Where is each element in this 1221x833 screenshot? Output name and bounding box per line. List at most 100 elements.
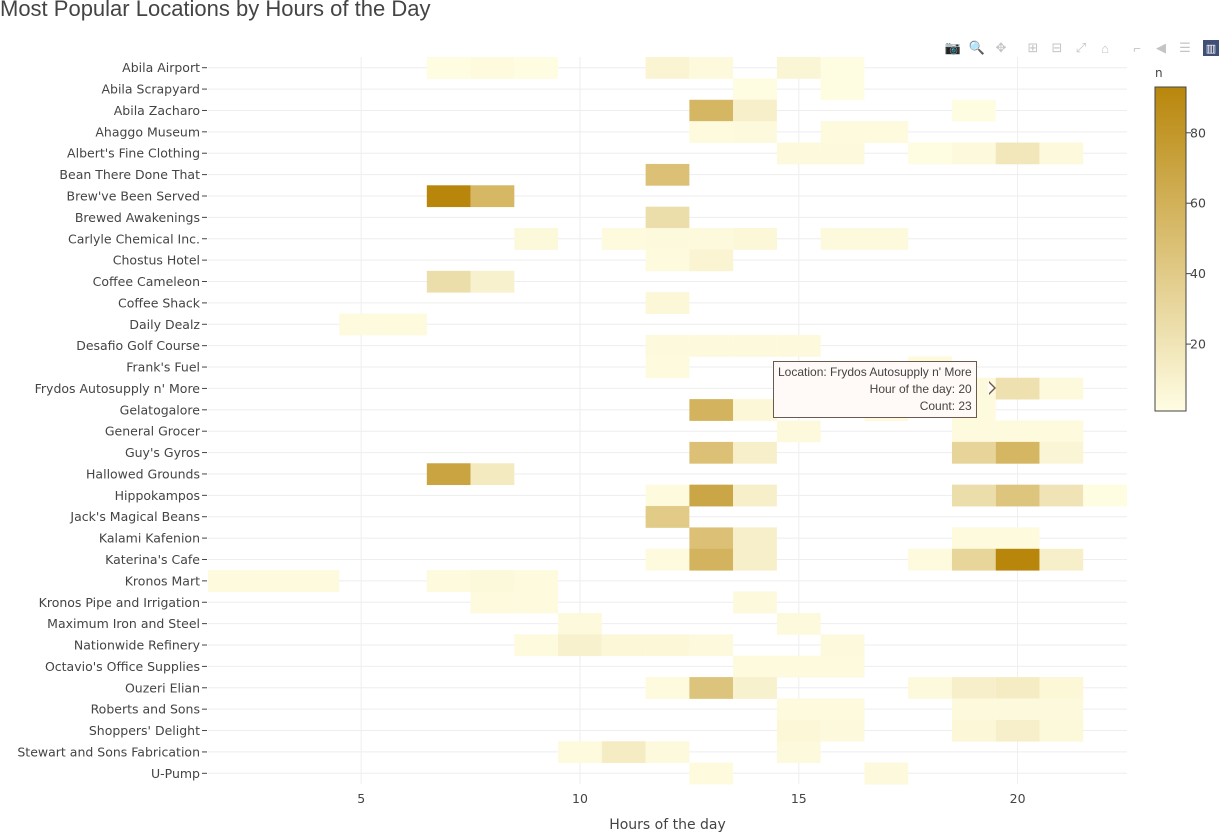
- heatmap-cell[interactable]: [470, 57, 515, 79]
- heatmap-cell[interactable]: [776, 741, 821, 764]
- heatmap-cell[interactable]: [514, 634, 559, 657]
- heatmap-cell[interactable]: [820, 655, 865, 678]
- heatmap-cell[interactable]: [733, 99, 777, 122]
- heatmap-cell[interactable]: [733, 399, 777, 421]
- heatmap-cell[interactable]: [908, 142, 952, 165]
- heatmap-cell[interactable]: [645, 741, 690, 764]
- heatmap-cell[interactable]: [689, 99, 734, 122]
- heatmap-cell[interactable]: [733, 591, 777, 614]
- heatmap-cell[interactable]: [470, 185, 515, 208]
- zoom-in-icon[interactable]: ⊞: [1027, 40, 1039, 55]
- heatmap-cell[interactable]: [995, 677, 1040, 699]
- heatmap-cell[interactable]: [733, 334, 777, 357]
- heatmap-cell[interactable]: [733, 121, 777, 143]
- heatmap-cell[interactable]: [689, 228, 734, 250]
- heatmap-cell[interactable]: [558, 612, 602, 635]
- heatmap-cell[interactable]: [295, 570, 340, 592]
- heatmap-cell[interactable]: [601, 228, 646, 250]
- heatmap-cell[interactable]: [470, 570, 515, 592]
- heatmap-cell[interactable]: [1039, 719, 1084, 742]
- heatmap-cell[interactable]: [689, 548, 734, 571]
- heatmap-cell[interactable]: [514, 591, 559, 614]
- heatmap-cell[interactable]: [383, 313, 427, 336]
- heatmap-cell[interactable]: [820, 57, 865, 79]
- heatmap-cell[interactable]: [733, 441, 777, 464]
- heatmap-cell[interactable]: [689, 677, 734, 699]
- heatmap-cell[interactable]: [776, 142, 821, 165]
- autoscale-icon[interactable]: ⤢: [1075, 40, 1087, 55]
- heatmap-cell[interactable]: [820, 121, 865, 143]
- heatmap-cell[interactable]: [820, 634, 865, 657]
- heatmap-cell[interactable]: [995, 527, 1040, 550]
- heatmap-cell[interactable]: [426, 570, 471, 592]
- heatmap-cell[interactable]: [951, 548, 996, 571]
- heatmap-cell[interactable]: [995, 698, 1040, 721]
- heatmap-cell[interactable]: [776, 420, 821, 443]
- heatmap-cell[interactable]: [951, 142, 996, 165]
- heatmap-cell[interactable]: [1039, 441, 1084, 464]
- heatmap-cell[interactable]: [558, 634, 602, 657]
- zoom-out-icon[interactable]: ⊟: [1051, 40, 1063, 55]
- heatmap-cell[interactable]: [951, 420, 996, 443]
- zoom-icon[interactable]: 🔍: [968, 40, 986, 55]
- heatmap-cell[interactable]: [645, 548, 690, 571]
- heatmap-cell[interactable]: [733, 228, 777, 250]
- hover-compare-icon[interactable]: ☰: [1179, 40, 1191, 55]
- heatmap-cell[interactable]: [1039, 142, 1084, 165]
- heatmap-cell[interactable]: [776, 612, 821, 635]
- home-icon[interactable]: ⌂: [1101, 40, 1109, 56]
- heatmap-cell[interactable]: [995, 548, 1040, 571]
- heatmap-cell[interactable]: [601, 741, 646, 764]
- heatmap-cell[interactable]: [426, 463, 471, 486]
- heatmap-cell[interactable]: [951, 698, 996, 721]
- heatmap-cell[interactable]: [645, 292, 690, 314]
- heatmap-cell[interactable]: [776, 698, 821, 721]
- spike-lines-icon[interactable]: ⌐: [1133, 40, 1141, 56]
- heatmap-cell[interactable]: [1039, 548, 1084, 571]
- heatmap-cell[interactable]: [601, 634, 646, 657]
- heatmap-cell[interactable]: [645, 506, 690, 528]
- heatmap-cell[interactable]: [733, 78, 777, 101]
- heatmap-cell[interactable]: [689, 249, 734, 272]
- heatmap-cell[interactable]: [820, 698, 865, 721]
- heatmap-cell[interactable]: [995, 719, 1040, 742]
- heatmap-cell[interactable]: [995, 441, 1040, 464]
- heatmap-cell[interactable]: [733, 527, 777, 550]
- heatmap-cell[interactable]: [1039, 484, 1084, 507]
- heatmap-cell[interactable]: [426, 57, 471, 79]
- hover-closest-icon[interactable]: ◀: [1156, 40, 1166, 55]
- heatmap-cell[interactable]: [645, 484, 690, 507]
- heatmap-cell[interactable]: [645, 249, 690, 272]
- heatmap-cell[interactable]: [951, 484, 996, 507]
- heatmap-cell[interactable]: [645, 228, 690, 250]
- heatmap-cell[interactable]: [951, 677, 996, 699]
- heatmap-cell[interactable]: [995, 420, 1040, 443]
- heatmap-cell[interactable]: [733, 484, 777, 507]
- heatmap-cell[interactable]: [908, 677, 952, 699]
- heatmap-cell[interactable]: [514, 57, 559, 79]
- heatmap-cell[interactable]: [689, 121, 734, 143]
- heatmap-cell[interactable]: [689, 634, 734, 657]
- heatmap-cell[interactable]: [864, 228, 909, 250]
- heatmap-cell[interactable]: [1039, 420, 1084, 443]
- heatmap-cell[interactable]: [470, 591, 515, 614]
- heatmap-cell[interactable]: [995, 377, 1040, 400]
- heatmap-cell[interactable]: [995, 142, 1040, 165]
- heatmap-cell[interactable]: [645, 57, 690, 79]
- heatmap-cell[interactable]: [426, 270, 471, 293]
- heatmap-cell[interactable]: [645, 677, 690, 699]
- heatmap-cell[interactable]: [645, 206, 690, 229]
- heatmap-cell[interactable]: [514, 570, 559, 592]
- heatmap-cell[interactable]: [820, 142, 865, 165]
- heatmap-cell[interactable]: [864, 121, 909, 143]
- heatmap-cell[interactable]: [470, 270, 515, 293]
- heatmap-cell[interactable]: [689, 441, 734, 464]
- heatmap-cell[interactable]: [645, 163, 690, 186]
- heatmap-cell[interactable]: [645, 634, 690, 657]
- heatmap-cell[interactable]: [689, 762, 734, 785]
- heatmap-cell[interactable]: [689, 484, 734, 507]
- heatmap-cell[interactable]: [208, 570, 252, 592]
- heatmap-cell[interactable]: [820, 78, 865, 101]
- heatmap-cell[interactable]: [776, 655, 821, 678]
